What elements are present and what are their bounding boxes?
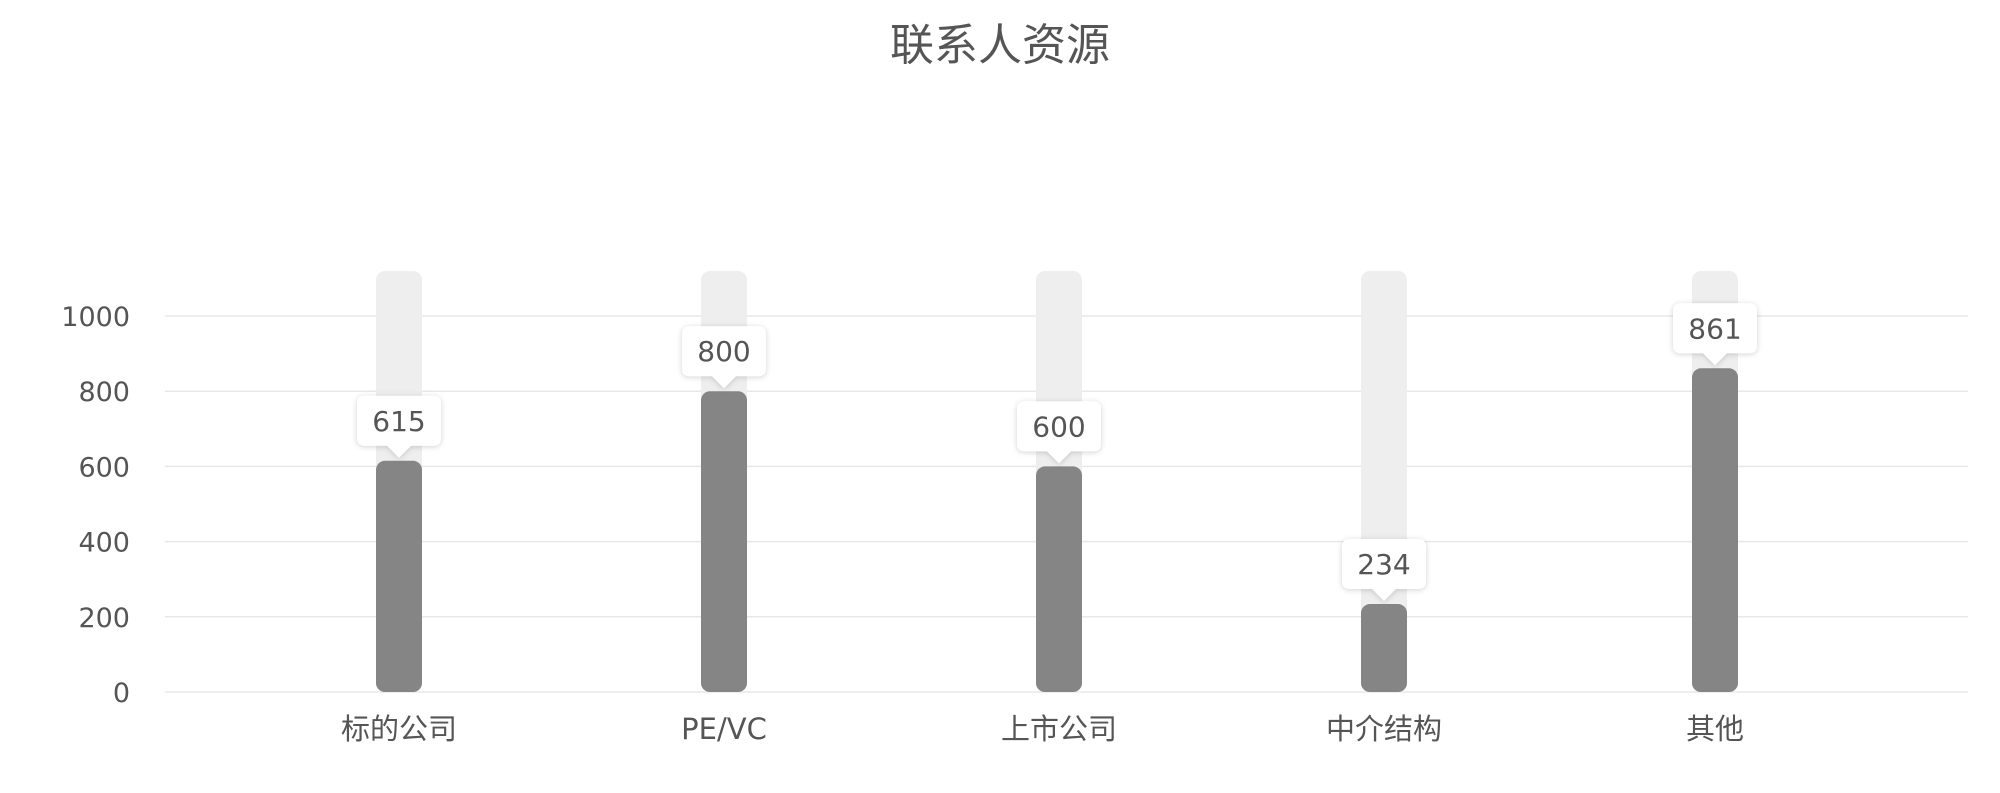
- bar: [1692, 368, 1738, 692]
- x-category-label: 标的公司: [341, 712, 457, 746]
- data-label-callout: [357, 395, 441, 458]
- bar: [1361, 604, 1407, 692]
- x-category-label: 中介结构: [1326, 712, 1442, 746]
- bars: 615 800 600 234 861: [357, 271, 1757, 692]
- data-label: 600: [1032, 410, 1085, 443]
- y-tick-label: 200: [78, 603, 130, 634]
- data-label-callout: [1342, 539, 1426, 602]
- x-axis: 标的公司 PE/VC 上市公司 中介结构 其他: [341, 712, 1744, 746]
- x-category-label: 上市公司: [1001, 712, 1117, 746]
- bar: [701, 391, 747, 692]
- data-label: 861: [1688, 312, 1741, 345]
- x-category-label: PE/VC: [681, 712, 767, 746]
- data-label: 800: [697, 335, 750, 368]
- data-label: 234: [1357, 548, 1410, 581]
- y-tick-label: 400: [78, 528, 130, 559]
- data-label-callout: [1017, 401, 1101, 464]
- data-label-callout: [1673, 303, 1757, 366]
- data-label: 615: [372, 405, 425, 438]
- chart-title: 联系人资源: [890, 20, 1110, 71]
- y-tick-label: 600: [78, 452, 130, 483]
- y-tick-label: 800: [78, 377, 130, 408]
- x-category-label: 其他: [1686, 712, 1744, 746]
- bar: [1036, 466, 1082, 692]
- y-axis: 0 200 400 600 800 1000: [61, 302, 130, 709]
- y-tick-label: 0: [113, 678, 130, 709]
- y-tick-label: 1000: [61, 302, 130, 333]
- data-label-callout: [682, 326, 766, 389]
- bar: [376, 460, 422, 692]
